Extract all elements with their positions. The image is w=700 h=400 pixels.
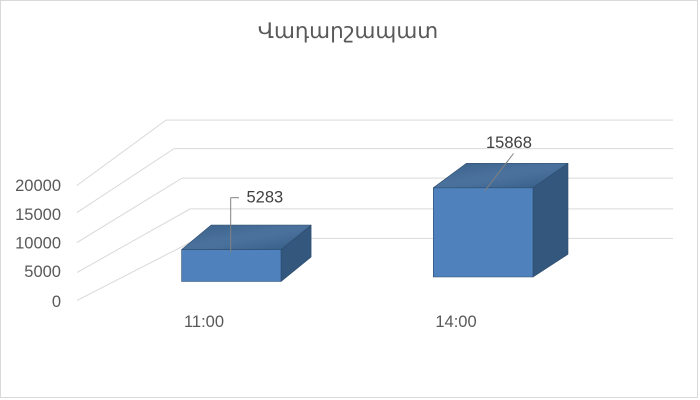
svg-text:0: 0 bbox=[52, 293, 61, 311]
svg-text:15868: 15868 bbox=[486, 134, 532, 152]
svg-text:5283: 5283 bbox=[247, 189, 284, 207]
svg-text:10000: 10000 bbox=[15, 235, 61, 253]
svg-text:20000: 20000 bbox=[15, 177, 61, 195]
svg-text:5000: 5000 bbox=[24, 263, 61, 281]
svg-text:11:00: 11:00 bbox=[184, 313, 224, 331]
svg-text:14:00: 14:00 bbox=[435, 313, 476, 331]
svg-text:15000: 15000 bbox=[15, 206, 61, 224]
